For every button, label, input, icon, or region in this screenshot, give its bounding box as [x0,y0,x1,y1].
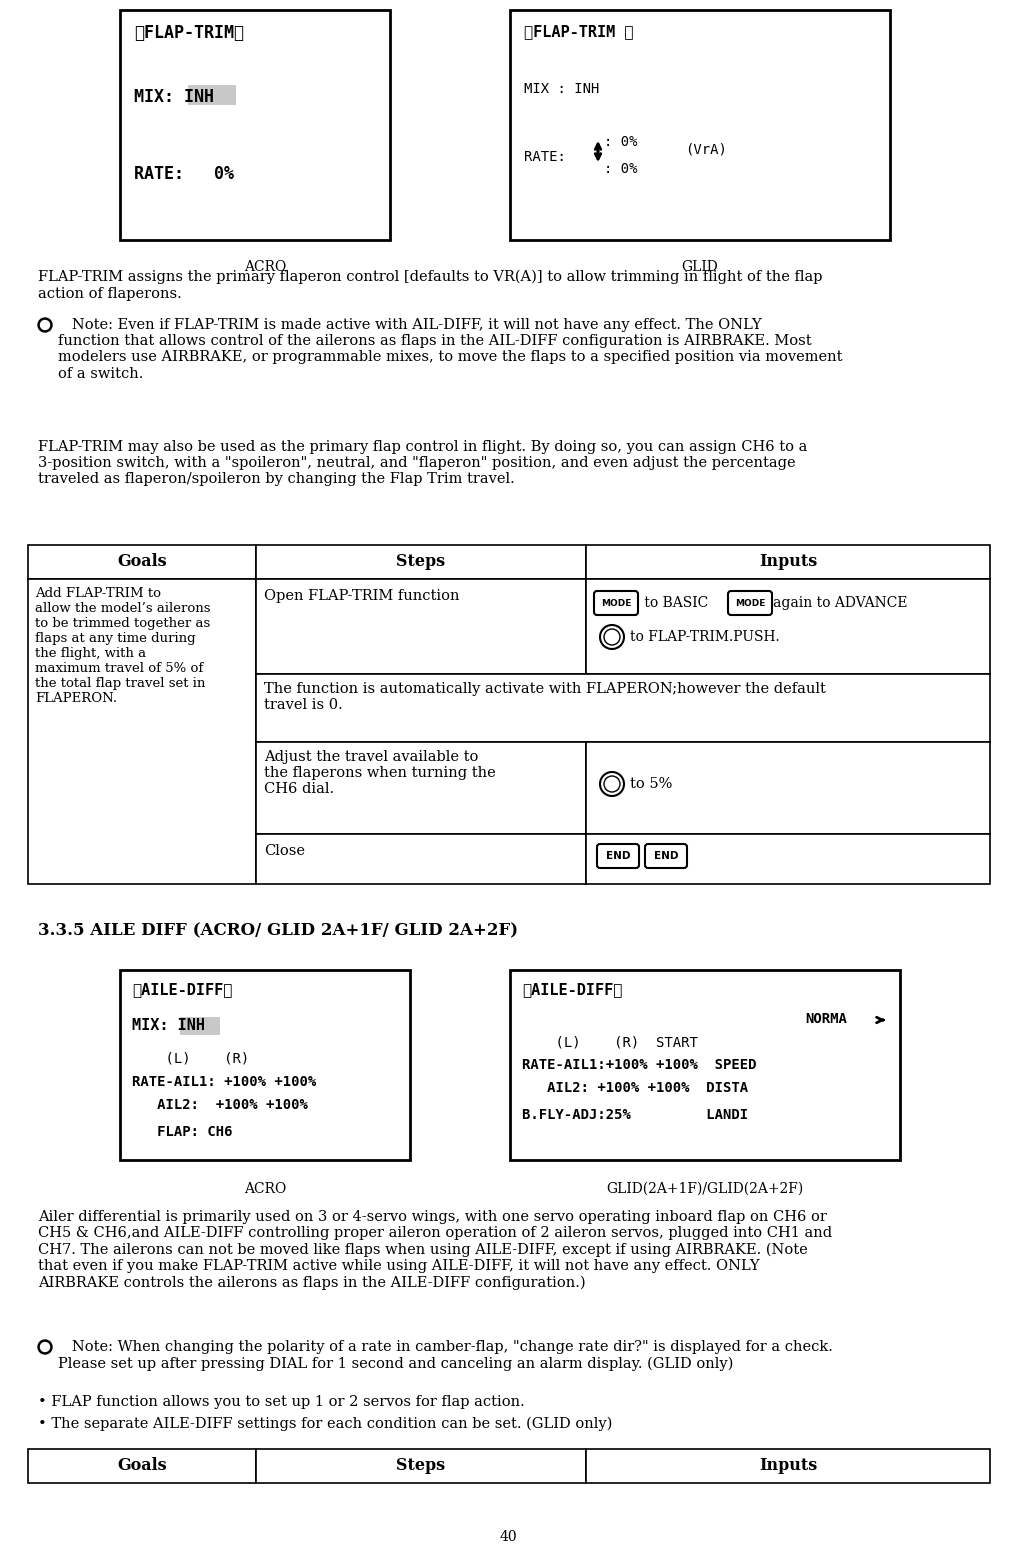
Text: AIL2: +100% +100%  DISTA: AIL2: +100% +100% DISTA [522,1081,748,1095]
Text: GLID: GLID [682,260,718,274]
Bar [28,545,256,579]
Text: MODE: MODE [735,598,765,607]
FancyBboxPatch shape [597,844,639,867]
Bar [180,1018,220,1035]
Text: to FLAP-TRIM.PUSH.: to FLAP-TRIM.PUSH. [630,630,779,644]
Circle shape [38,318,52,331]
Text: 【FLAP-TRIM 】: 【FLAP-TRIM 】 [524,23,634,39]
Text: MODE: MODE [600,598,631,607]
Text: Note: Even if FLAP-TRIM is made active with AIL-DIFF, it will not have any effec: Note: Even if FLAP-TRIM is made active w… [58,318,842,381]
Circle shape [604,776,620,792]
FancyBboxPatch shape [728,592,772,615]
Text: FLAP-TRIM assigns the primary flaperon control [defaults to VR(A)] to allow trim: FLAP-TRIM assigns the primary flaperon c… [38,270,823,301]
Text: AIL2:  +100% +100%: AIL2: +100% +100% [132,1098,308,1112]
Bar [586,833,990,884]
Bar [256,833,586,884]
Text: Note: When changing the polarity of a rate in camber-flap, "change rate dir?" is: Note: When changing the polarity of a ra… [58,1340,833,1371]
Text: • FLAP function allows you to set up 1 or 2 servos for flap action.: • FLAP function allows you to set up 1 o… [38,1396,524,1410]
Text: ACRO: ACRO [244,1182,287,1196]
Text: 【AILE-DIFF】: 【AILE-DIFF】 [132,982,233,998]
Text: : 0%: : 0% [604,135,637,149]
Text: Goals: Goals [117,553,167,570]
Text: Adjust the travel available to
the flaperons when turning the
CH6 dial.: Adjust the travel available to the flape… [264,750,496,796]
Text: (VrA): (VrA) [685,143,726,156]
Circle shape [41,1343,50,1351]
Bar [256,1448,586,1482]
Text: to BASIC: to BASIC [640,596,708,610]
Text: The function is automatically activate with FLAPERON;however the default
travel : The function is automatically activate w… [264,682,826,713]
Text: Inputs: Inputs [759,553,817,570]
FancyBboxPatch shape [645,844,687,867]
Bar [586,1448,990,1482]
Text: RATE:   0%: RATE: 0% [134,166,234,183]
Bar [586,579,990,674]
Text: Open FLAP-TRIM function: Open FLAP-TRIM function [264,589,459,603]
Bar [586,742,990,833]
Text: RATE-AIL1: +100% +100%: RATE-AIL1: +100% +100% [132,1075,316,1089]
Text: (L)    (R): (L) (R) [132,1052,249,1066]
Text: • The separate AILE-DIFF settings for each condition can be set. (GLID only): • The separate AILE-DIFF settings for ea… [38,1417,613,1431]
Bar [510,9,890,240]
Bar [256,545,586,579]
Circle shape [41,321,50,330]
Bar [188,85,236,105]
Text: MIX : INH: MIX : INH [524,82,599,96]
Circle shape [600,771,624,796]
Text: RATE-AIL1:+100% +100%  SPEED: RATE-AIL1:+100% +100% SPEED [522,1058,757,1072]
Text: 40: 40 [499,1530,517,1544]
Text: : 0%: : 0% [604,163,637,177]
Text: END: END [653,850,679,861]
Text: MIX: INH: MIX: INH [134,88,214,105]
Circle shape [38,1340,52,1354]
Text: 【FLAP-TRIM】: 【FLAP-TRIM】 [134,23,244,42]
Text: to 5%: to 5% [630,778,673,792]
Text: 3.3.5 AILE DIFF (ACRO/ GLID 2A+1F/ GLID 2A+2F): 3.3.5 AILE DIFF (ACRO/ GLID 2A+1F/ GLID … [38,922,518,939]
Text: B.FLY-ADJ:25%         LANDI: B.FLY-ADJ:25% LANDI [522,1108,748,1121]
Text: Inputs: Inputs [759,1458,817,1475]
Bar [28,579,256,884]
Circle shape [604,629,620,644]
Circle shape [600,624,624,649]
Text: Goals: Goals [117,1458,167,1475]
Text: Add FLAP-TRIM to
allow the model’s ailerons
to be trimmed together as
flaps at a: Add FLAP-TRIM to allow the model’s ailer… [35,587,210,705]
Bar [256,674,990,742]
Text: NORMA: NORMA [805,1011,847,1025]
Text: RATE:: RATE: [524,150,566,164]
Bar [28,1448,256,1482]
Text: GLID(2A+1F)/GLID(2A+2F): GLID(2A+1F)/GLID(2A+2F) [607,1182,804,1196]
Bar [510,970,900,1160]
Bar [120,9,390,240]
Text: END: END [606,850,630,861]
Bar [256,579,586,674]
Bar [256,742,586,833]
Text: Ailer differential is primarily used on 3 or 4-servo wings, with one servo opera: Ailer differential is primarily used on … [38,1210,832,1290]
Bar [120,970,410,1160]
Text: FLAP-TRIM may also be used as the primary flap control in flight. By doing so, y: FLAP-TRIM may also be used as the primar… [38,440,808,486]
Text: Close: Close [264,844,305,858]
FancyBboxPatch shape [594,592,638,615]
Bar [586,545,990,579]
Text: FLAP: CH6: FLAP: CH6 [132,1125,233,1139]
Text: (L)    (R)  START: (L) (R) START [522,1035,698,1049]
Text: MIX: INH: MIX: INH [132,1018,205,1033]
Text: again to ADVANCE: again to ADVANCE [773,596,907,610]
Text: ACRO: ACRO [244,260,287,274]
Text: Steps: Steps [396,1458,446,1475]
Text: 【AILE-DIFF】: 【AILE-DIFF】 [522,982,623,998]
Text: Steps: Steps [396,553,446,570]
